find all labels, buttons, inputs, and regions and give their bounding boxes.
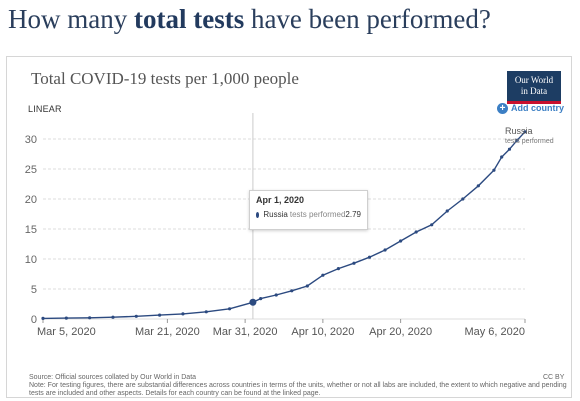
data-point (367, 255, 372, 259)
data-point (430, 223, 434, 227)
chart-title: Total COVID-19 tests per 1,000 people (31, 69, 299, 88)
series-points (41, 130, 527, 320)
x-tick-label: Mar 21, 2020 (135, 326, 200, 338)
add-country-label: Add country (511, 103, 564, 113)
source-note[interactable]: Source: Official sources collated by Our… (29, 374, 197, 381)
data-tooltip: Apr 1, 2020 Russia tests performed 2.79 (249, 190, 368, 230)
data-point (88, 316, 92, 320)
data-point (321, 273, 325, 277)
chart-footer: Source: Official sources collated by Our… (29, 374, 569, 398)
methodology-note: Note: For testing figures, there are sub… (29, 382, 567, 397)
tooltip-date: Apr 1, 2020 (256, 195, 305, 205)
y-tick-label: 25 (25, 164, 37, 176)
y-tick-label: 30 (25, 134, 37, 146)
plus-icon: + (497, 102, 508, 114)
headline-pre: How many (8, 4, 134, 34)
tooltip-country: Russia (263, 210, 288, 219)
data-point (461, 197, 465, 201)
headline-bold: total tests (133, 4, 245, 34)
x-axis-ticks: Mar 5, 2020 Mar 21, 2020 Mar 31, 2020 Apr 1… (37, 319, 526, 338)
series-line-russia[interactable] (42, 131, 526, 320)
data-point (64, 316, 68, 320)
data-point (111, 315, 115, 319)
license-link[interactable]: CC BY (543, 374, 565, 381)
chart-grid (43, 138, 525, 320)
logo-line-2: in Data (520, 86, 548, 96)
y-tick-label: 20 (25, 194, 37, 206)
scale-toggle[interactable]: LINEAR (28, 104, 62, 114)
data-point (414, 230, 418, 234)
y-tick-label: 5 (31, 284, 37, 296)
data-point (500, 155, 504, 159)
data-point (352, 261, 356, 265)
data-point (158, 313, 162, 317)
data-point (515, 138, 519, 142)
x-tick-label: Apr 10, 2020 (291, 326, 354, 338)
data-point (290, 289, 294, 293)
x-tick-label: Apr 20, 2020 (369, 326, 432, 338)
data-point (41, 316, 45, 320)
series-label-russia: Russia (505, 126, 533, 136)
chart-card: Total COVID-19 tests per 1,000 people Ou… (6, 56, 572, 398)
y-tick-label: 15 (25, 224, 37, 236)
tooltip-value: 2.79 (345, 210, 361, 219)
data-point (399, 239, 403, 243)
x-tick-label: May 6, 2020 (464, 326, 525, 338)
data-point (227, 307, 232, 311)
data-point (383, 248, 387, 252)
data-point (204, 310, 208, 314)
y-tick-label: 0 (31, 314, 37, 326)
series-label-metric: tests performed (505, 138, 554, 145)
data-point (259, 297, 263, 301)
data-point (523, 130, 527, 134)
add-country-button[interactable]: + Add country (497, 101, 564, 115)
data-point (181, 312, 185, 316)
data-point (507, 147, 512, 151)
page-headline: How many total tests have been performed… (8, 4, 491, 35)
data-point (305, 284, 309, 288)
data-point (134, 314, 138, 318)
x-tick-label: Mar 5, 2020 (37, 326, 96, 338)
highlight-point (249, 298, 257, 306)
data-point (274, 293, 278, 297)
data-point (336, 267, 341, 271)
x-tick-label: Mar 31, 2020 (213, 326, 278, 338)
data-point (492, 168, 496, 172)
series-dot-icon (256, 211, 260, 218)
y-axis-ticks: 0 5 10 15 20 25 30 (25, 134, 37, 326)
headline-post: have been performed? (244, 4, 491, 34)
owid-logo[interactable]: Our World in Data (507, 71, 561, 104)
data-point (445, 209, 449, 213)
logo-line-1: Our World (514, 75, 554, 85)
tooltip-metric: tests performed (289, 210, 346, 219)
data-point (476, 184, 480, 188)
y-tick-label: 10 (25, 254, 37, 266)
